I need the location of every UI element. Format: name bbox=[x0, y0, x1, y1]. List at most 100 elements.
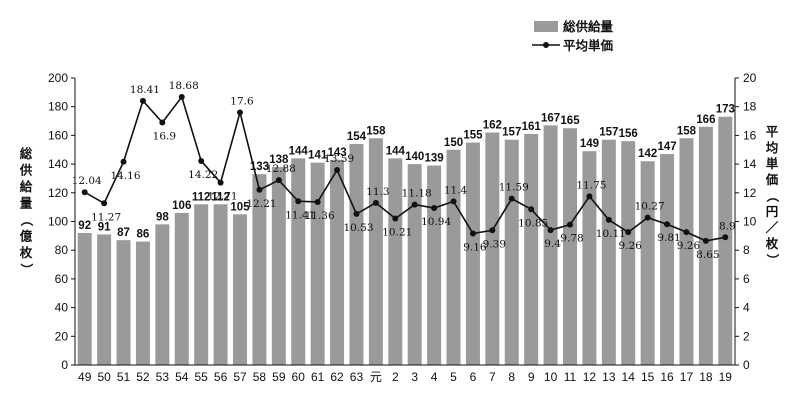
left-tick-label: 100 bbox=[48, 215, 68, 229]
bar-value-label: 91 bbox=[98, 221, 111, 233]
bar bbox=[679, 138, 694, 365]
bar bbox=[330, 159, 345, 365]
price-value-label: 12.04 bbox=[72, 175, 102, 187]
left-tick-label: 80 bbox=[55, 243, 69, 257]
price-value-label: 16.9 bbox=[153, 130, 176, 142]
x-tick-label: 6 bbox=[470, 370, 477, 384]
bar bbox=[155, 224, 170, 365]
x-tick-label: 4 bbox=[431, 370, 438, 384]
legend-bar-swatch bbox=[534, 21, 558, 32]
bar bbox=[563, 128, 577, 365]
price-point bbox=[625, 229, 632, 236]
left-axis-title-char: ） bbox=[19, 263, 34, 276]
price-point bbox=[411, 201, 418, 208]
bar bbox=[446, 149, 461, 365]
bar-value-label: 144 bbox=[289, 145, 309, 157]
price-point bbox=[586, 193, 593, 200]
bar bbox=[252, 174, 267, 365]
bar-value-label: 98 bbox=[156, 211, 169, 223]
bar bbox=[465, 142, 480, 365]
x-tick-label: 53 bbox=[156, 370, 170, 384]
x-tick-label: 10 bbox=[544, 370, 558, 384]
x-tick-label: 60 bbox=[292, 370, 306, 384]
bar-value-label: 173 bbox=[716, 104, 735, 116]
price-value-label: 12.88 bbox=[266, 163, 296, 175]
price-point bbox=[372, 199, 379, 206]
price-value-label: 9.78 bbox=[560, 233, 583, 245]
x-tick-label: 15 bbox=[641, 370, 655, 384]
bar bbox=[640, 161, 655, 365]
bar-value-label: 141 bbox=[308, 150, 328, 162]
bar-value-label: 149 bbox=[580, 138, 599, 150]
price-value-label: 10.21 bbox=[382, 226, 412, 238]
bar-value-label: 138 bbox=[269, 154, 289, 166]
price-point bbox=[528, 206, 535, 213]
bar bbox=[271, 166, 286, 365]
right-axis-title-char: 平 bbox=[766, 124, 779, 139]
price-value-label: 9.16 bbox=[463, 242, 487, 254]
bar-value-label: 154 bbox=[347, 131, 367, 143]
price-point bbox=[198, 157, 205, 164]
price-value-label: 10.53 bbox=[343, 222, 373, 234]
bar bbox=[660, 154, 675, 365]
price-point bbox=[450, 198, 457, 205]
price-value-label: 11.18 bbox=[402, 188, 432, 200]
price-value-label: 11.41 bbox=[285, 209, 315, 221]
price-point bbox=[353, 210, 360, 217]
price-point bbox=[664, 221, 671, 228]
x-tick-label: 55 bbox=[194, 370, 208, 384]
left-axis-title-char: 枚 bbox=[20, 245, 33, 260]
price-point bbox=[139, 97, 146, 104]
price-value-label: 18.68 bbox=[169, 80, 199, 92]
price-point bbox=[567, 221, 573, 228]
price-point bbox=[275, 177, 282, 184]
price-point bbox=[644, 214, 651, 221]
bar bbox=[77, 232, 92, 365]
price-point bbox=[120, 158, 127, 165]
left-axis-title-char: 給 bbox=[20, 179, 33, 194]
price-value-label: 11.3 bbox=[366, 186, 389, 198]
x-tick-label: 11 bbox=[564, 370, 577, 384]
bar bbox=[349, 144, 364, 365]
right-axis-title-char: （ bbox=[765, 190, 780, 203]
left-axis-title-char: （ bbox=[19, 214, 34, 227]
bar-value-label: 133 bbox=[250, 161, 269, 173]
price-value-label: 12.21 bbox=[246, 198, 276, 210]
axes-layer: 0204060801001201401601802000246810121416… bbox=[48, 71, 757, 384]
bar-value-label: 143 bbox=[327, 147, 346, 159]
x-tick-label: 19 bbox=[719, 370, 733, 384]
bar bbox=[194, 204, 209, 365]
x-tick-label: 56 bbox=[214, 370, 228, 384]
bar-value-label: 144 bbox=[386, 145, 406, 157]
bar-value-label: 158 bbox=[366, 125, 386, 137]
right-tick-label: 10 bbox=[743, 215, 757, 229]
bar bbox=[582, 151, 597, 365]
right-axis-title: 平均単価 （円／枚 ） bbox=[765, 124, 780, 266]
legend: 総供給量 平均単価 bbox=[532, 19, 614, 53]
x-tick-label: 63 bbox=[350, 370, 364, 384]
price-point bbox=[81, 189, 88, 196]
right-axis-title-char: 価 bbox=[765, 172, 779, 187]
bar-value-label: 140 bbox=[405, 151, 424, 163]
x-tick-label: 2 bbox=[392, 370, 399, 384]
price-value-label: 10.11 bbox=[596, 228, 626, 240]
price-value-label: 9.39 bbox=[483, 238, 506, 250]
left-axis-title-char: 量 bbox=[20, 196, 33, 211]
x-tick-label: 13 bbox=[602, 370, 616, 384]
x-tick-label: 58 bbox=[253, 370, 267, 384]
price-value-label: 9.26 bbox=[677, 240, 701, 252]
right-tick-label: 2 bbox=[743, 329, 750, 343]
left-tick-label: 160 bbox=[48, 128, 68, 142]
price-point bbox=[392, 215, 399, 222]
bar bbox=[718, 116, 733, 366]
bar-value-label: 92 bbox=[78, 220, 91, 232]
bar-value-label: 162 bbox=[483, 120, 502, 132]
left-tick-label: 200 bbox=[48, 71, 68, 85]
legend-line-marker bbox=[543, 42, 549, 48]
x-tick-label: 5 bbox=[450, 370, 457, 384]
bar bbox=[291, 158, 306, 365]
price-point bbox=[547, 227, 554, 234]
left-tick-label: 120 bbox=[48, 186, 68, 200]
x-tick-label: 3 bbox=[411, 370, 418, 384]
price-point bbox=[159, 119, 166, 126]
